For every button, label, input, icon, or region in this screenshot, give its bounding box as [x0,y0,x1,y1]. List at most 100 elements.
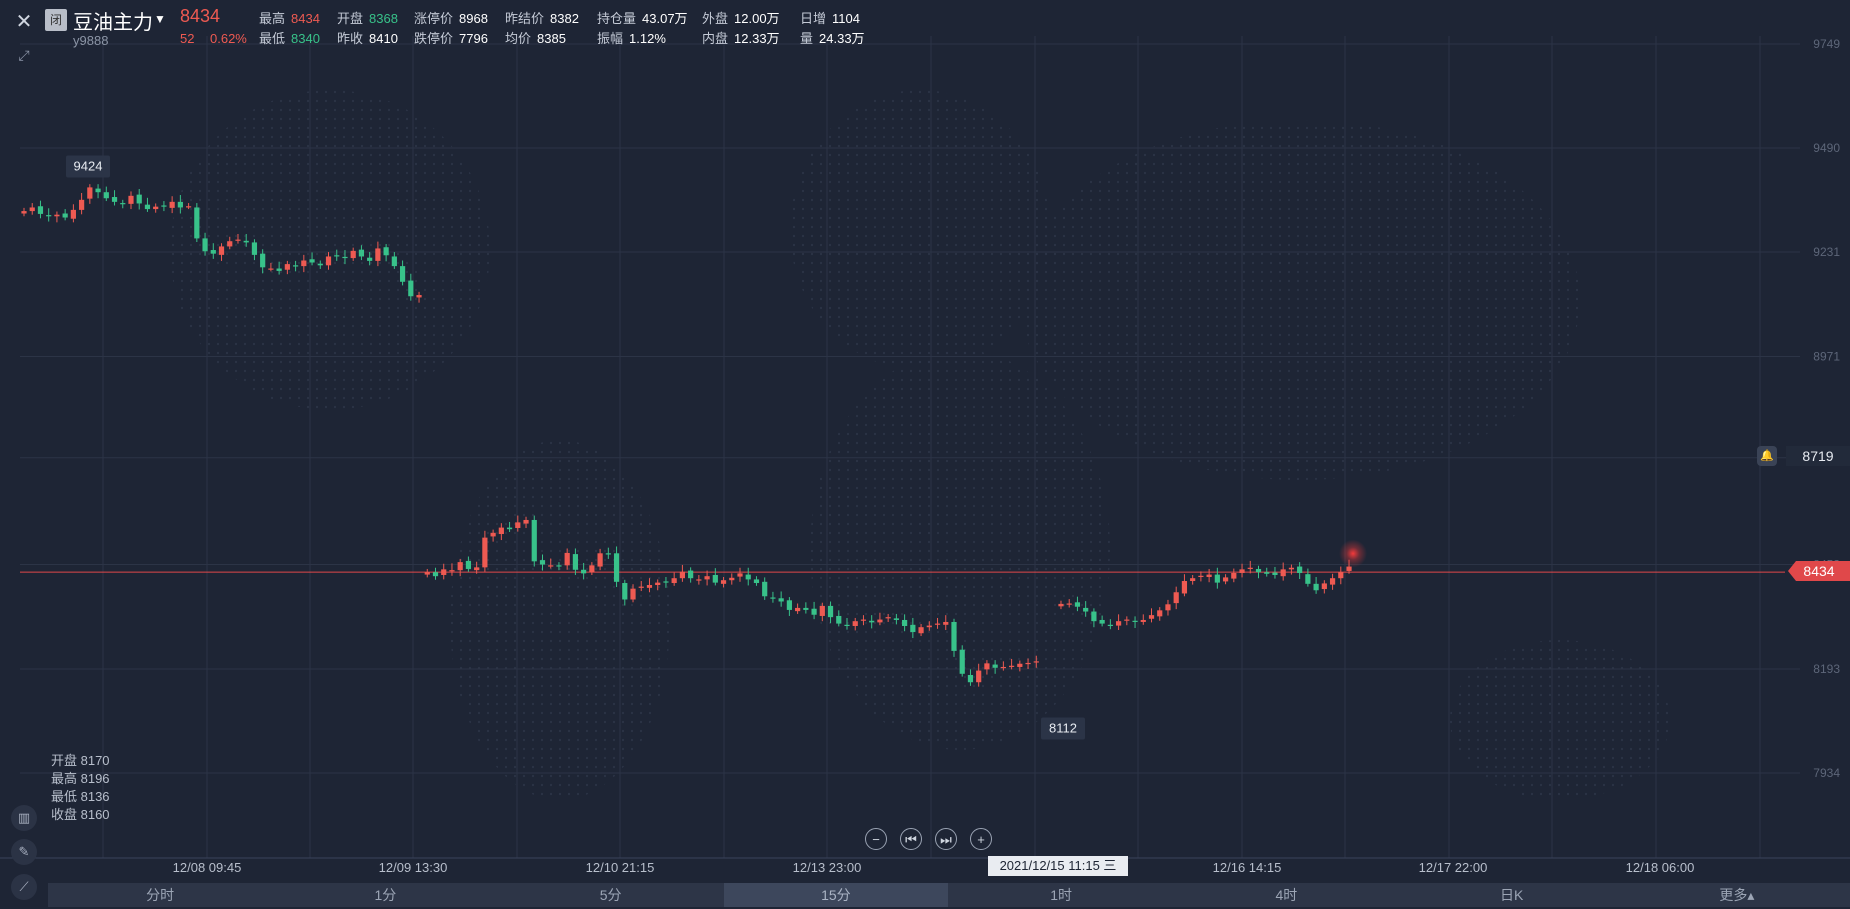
ohlc-close: 收盘 8160 [51,807,110,822]
candle-body [539,560,546,565]
tab-0[interactable]: 分时 [146,887,175,903]
candle-body [1305,574,1311,584]
candle-body [29,207,35,212]
candle-body [1198,575,1204,577]
candle-body [506,527,513,530]
zoom-out-icon[interactable]: − [865,828,887,850]
candle-body [1297,566,1303,573]
candle-body [227,241,233,247]
tab-7[interactable]: 更多▴ [1719,887,1755,903]
candle-body [1140,619,1146,622]
candle-body [1214,574,1220,583]
candle-body [531,519,537,562]
live-price-glow [1339,539,1368,568]
stat-label: 持仓量 [597,11,637,26]
tab-4[interactable]: 1时 [1050,887,1073,903]
last-price-tag: 8434 [1788,561,1850,581]
candle-body [852,621,858,626]
x-axis: 12/08 09:45 12/09 13:30 12/10 21:15 12/13 2… [173,860,1695,875]
candle-body [893,618,899,620]
candle-body [1346,566,1352,571]
stat-label: 涨停价 [414,11,454,26]
stat-label: 日增 [800,11,827,26]
candle-body [1132,620,1138,622]
stat-item: 量 24.33万 [800,28,865,47]
candle-body [992,664,998,668]
candle-body [984,663,990,670]
candle-body [309,259,315,263]
candle-body [523,519,529,524]
x-tick-label: 12/10 21:15 [586,860,655,875]
stat-item: 日增 1104 [800,8,860,27]
indicator-icon[interactable]: ▥ [11,805,37,831]
annotation-label: 8112 [1049,721,1077,736]
stat-value: 8968 [459,11,488,26]
candle-body [1115,621,1122,626]
close-icon[interactable]: ✕ [15,11,33,33]
tab-2[interactable]: 5分 [599,887,622,903]
stat-label: 最高 [259,11,286,26]
candles [21,184,1352,687]
candle-body [301,260,307,267]
stat-value: 12.00万 [734,11,780,26]
candle-body [243,240,249,243]
candle-body [1091,611,1097,622]
candle-body [103,192,109,199]
y-tick-label: 7934 [1813,766,1840,780]
candle-body [860,619,867,621]
stat-label: 昨收 [337,31,364,46]
candle-body [1321,583,1327,590]
candle-body [284,264,290,270]
stat-value: 1104 [832,11,860,26]
candle-body [1074,602,1081,607]
candle-body [564,552,570,566]
stat-item: 均价 8385 [505,28,566,47]
candle-body [37,206,44,214]
tab-6[interactable]: 日K [1499,887,1524,903]
candle-body [1206,574,1212,577]
candle-body [918,627,924,634]
draw-pencil-icon[interactable]: ✎ [11,839,37,865]
candle-body [169,201,175,208]
skip-forward-icon[interactable]: ⏭ [935,828,957,850]
stat-label: 跌停价 [414,31,454,46]
candle-body [655,582,661,586]
chevron-down-icon[interactable]: ▼ [154,12,166,26]
candle-body [432,572,439,577]
pin-icon[interactable]: ⤢ [18,47,30,63]
candle-body [136,194,142,204]
line-chart-icon[interactable]: ⟋ [11,874,37,900]
candle-body [976,670,982,683]
candle-body [646,585,653,588]
crosshair-date-label: 2021/12/15 11:15 三 [988,856,1128,876]
candle-body [498,527,504,535]
market-status-badge: 闭 [45,9,67,31]
stat-value: 43.07万 [642,11,688,26]
tab-3[interactable]: 15分 [723,883,948,907]
candle-body [811,608,817,615]
candle-body [967,674,974,683]
candle-body [391,256,397,267]
skip-back-icon[interactable]: ⏮ [900,828,922,850]
x-tick-label: 12/16 14:15 [1213,860,1282,875]
candle-body [194,207,200,239]
bell-icon[interactable]: 🔔 [1757,446,1777,466]
tab-5[interactable]: 4时 [1275,887,1298,903]
stat-label: 内盘 [702,31,729,46]
candle-body [334,255,340,257]
candle-body [292,265,299,267]
zoom-in-icon[interactable]: + [970,828,992,850]
candle-body [1338,572,1344,579]
symbol-name[interactable]: 豆油主力 [73,12,153,34]
candle-body [457,562,463,571]
y-axis: 9749949092318971845381937934 [1813,37,1840,780]
tab-1[interactable]: 1分 [374,887,397,903]
candle-body [399,266,406,282]
last-price: 8434 [180,6,221,26]
candle-body [128,195,134,204]
candle-body [408,280,414,297]
x-tick-label: 12/13 23:00 [793,860,862,875]
candle-body [720,580,727,584]
candle-body [120,203,126,205]
